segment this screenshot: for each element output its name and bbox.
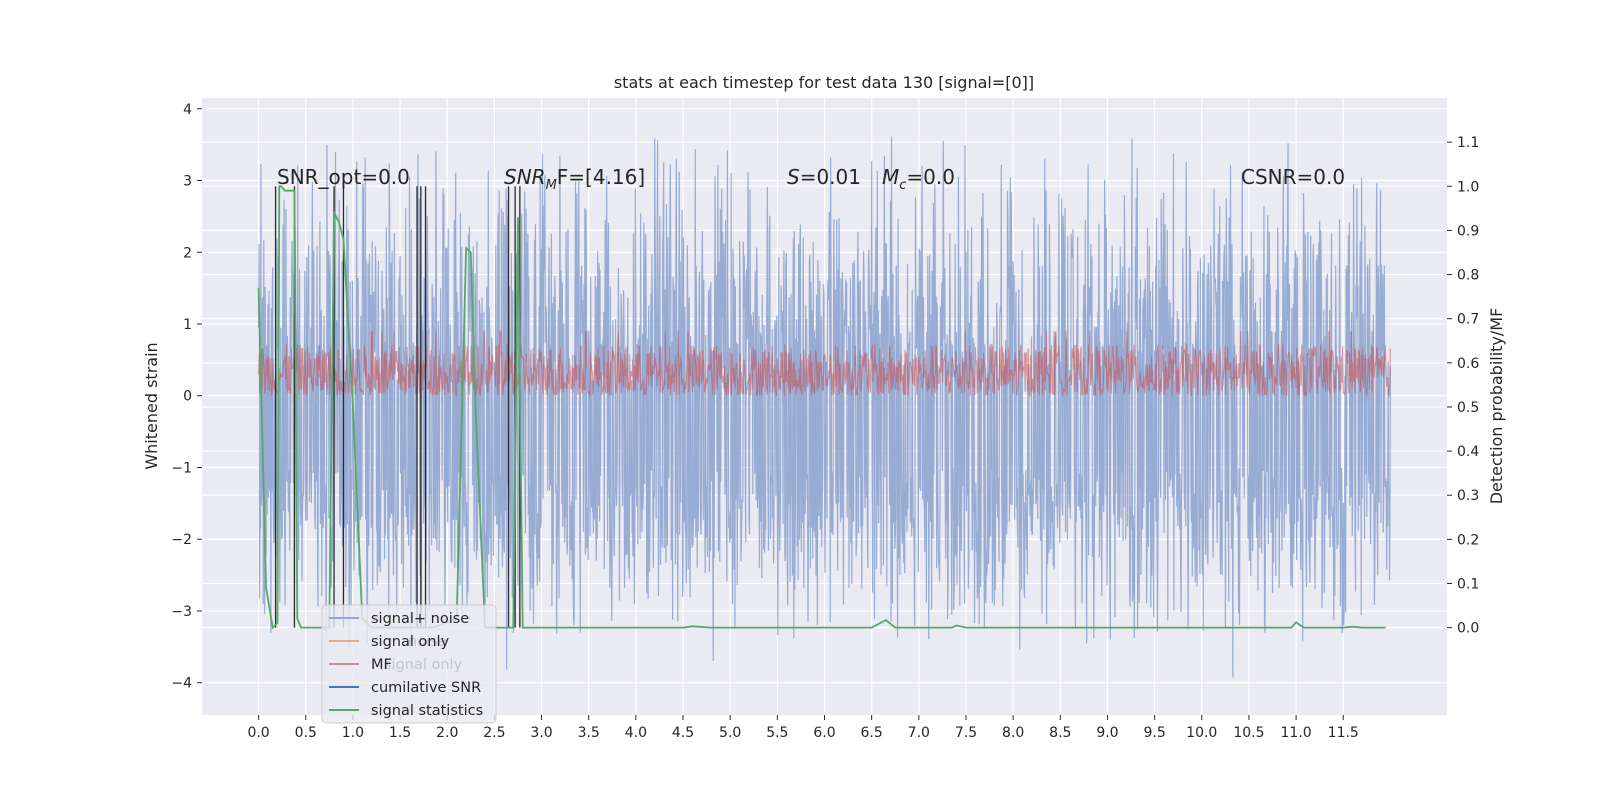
signal-plus-noise-series	[258, 136, 1391, 678]
legend-ghost-noise: noise	[408, 634, 447, 650]
y-left-tick-label-1: 1	[183, 317, 192, 333]
x-tick-label-5.0: 5.0	[719, 725, 741, 741]
y-right-tick-label-0.8: 0.8	[1457, 268, 1479, 284]
y-left-tick-label-2: 2	[183, 245, 192, 261]
legend-ghost-signal-only: signal only	[384, 657, 463, 673]
x-tick-label-6.5: 6.5	[861, 725, 883, 741]
x-tick-label-2.5: 2.5	[483, 725, 505, 741]
chart-title: stats at each timestep for test data 130…	[614, 73, 1034, 92]
legend-label-signal-only: signal only	[371, 634, 450, 650]
vertical-markers	[274, 186, 521, 628]
y-left-axis-ticks: 4 3 2 1 0 −1 −2 −3 −4	[171, 102, 202, 692]
annotation-mc-symbol: M	[882, 165, 899, 189]
x-tick-label-8.0: 8.0	[1002, 725, 1024, 741]
legend-label-cumilative-snr: cumilative SNR	[371, 680, 481, 696]
y-left-tick-label-−3: −3	[171, 604, 192, 620]
annotation-snr-mf-sub: M	[546, 178, 557, 193]
y-right-tick-label-0.5: 0.5	[1457, 400, 1479, 416]
x-tick-label-4.0: 4.0	[625, 725, 647, 741]
x-tick-label-7.5: 7.5	[955, 725, 977, 741]
legend-label-mf: MF	[371, 657, 392, 673]
y-left-tick-label-−2: −2	[171, 532, 192, 548]
legend-box	[321, 604, 497, 724]
x-tick-label-10.0: 10.0	[1186, 725, 1217, 741]
y-right-tick-label-0.6: 0.6	[1457, 356, 1479, 372]
signal-plus-noise-line	[258, 136, 1391, 678]
x-tick-label-7.0: 7.0	[908, 725, 930, 741]
legend-label-signal-plus-noise: signal+ noise	[371, 611, 469, 627]
y-right-tick-label-0.4: 0.4	[1457, 444, 1479, 460]
x-tick-label-1.0: 1.0	[342, 725, 364, 741]
x-tick-label-1.5: 1.5	[389, 725, 411, 741]
x-tick-label-11.5: 11.5	[1328, 725, 1359, 741]
y-left-tick-label-−4: −4	[171, 676, 192, 692]
x-tick-label-11.0: 11.0	[1281, 725, 1312, 741]
annotation-mc-sub: c	[899, 178, 906, 193]
x-tick-label-2.0: 2.0	[436, 725, 458, 741]
y-right-tick-label-0.0: 0.0	[1457, 621, 1479, 637]
y-left-axis-label: Whitened strain	[142, 342, 161, 469]
x-tick-label-8.5: 8.5	[1049, 725, 1071, 741]
y-left-tick-label-0: 0	[183, 389, 192, 405]
x-tick-label-0.5: 0.5	[295, 725, 317, 741]
y-right-tick-label-0.9: 0.9	[1457, 223, 1479, 239]
x-tick-label-3.0: 3.0	[530, 725, 552, 741]
x-tick-label-9.0: 9.0	[1096, 725, 1118, 741]
x-axis-ticks: 0.0 0.5 1.0 1.5 2.0 2.5 3.0 3.5 4.0 4.5 5.0 5.5 6.0 6…	[247, 715, 1359, 741]
y-right-tick-label-1.0: 1.0	[1457, 179, 1479, 195]
x-tick-label-9.5: 9.5	[1143, 725, 1165, 741]
x-tick-label-5.5: 5.5	[766, 725, 788, 741]
y-left-tick-label-4: 4	[183, 102, 192, 118]
x-tick-label-4.5: 4.5	[672, 725, 694, 741]
y-left-tick-label-3: 3	[183, 174, 192, 190]
annotation-snr-mf: SNRMF=[4.16]	[504, 165, 645, 193]
y-right-tick-label-0.1: 0.1	[1457, 576, 1479, 592]
y-right-tick-label-0.2: 0.2	[1457, 532, 1479, 548]
annotation-snr-opt: SNR_opt=0.0	[277, 165, 410, 189]
x-tick-label-3.5: 3.5	[578, 725, 600, 741]
mf-line	[258, 330, 1391, 398]
annotation-mc-value: =0.0	[906, 165, 955, 189]
x-tick-label-0.0: 0.0	[247, 725, 269, 741]
annotation-snr-mf-base: SNR	[504, 165, 546, 189]
mf-series	[258, 330, 1391, 398]
annotation-snr-mf-value: F=[4.16]	[557, 165, 645, 189]
y-right-axis-label: Detection probability/MF	[1487, 308, 1506, 505]
annotation-s: S=0.01	[787, 165, 861, 189]
annotation-s-value: =0.01	[800, 165, 861, 189]
annotation-mc: Mc=0.0	[882, 165, 955, 193]
y-right-tick-label-0.3: 0.3	[1457, 488, 1479, 504]
legend-label-signal-statistics: signal statistics	[371, 703, 483, 719]
y-right-axis-ticks: 1.1 1.0 0.9 0.8 0.7 0.6 0.5 0.4 0.3 0.2 0.1 0.0	[1447, 135, 1479, 637]
y-right-tick-label-0.7: 0.7	[1457, 312, 1479, 328]
x-tick-label-10.5: 10.5	[1233, 725, 1264, 741]
y-left-tick-label-−1: −1	[171, 460, 192, 476]
annotation-s-symbol: S	[787, 165, 800, 189]
y-right-tick-label-1.1: 1.1	[1457, 135, 1479, 151]
x-tick-label-6.0: 6.0	[813, 725, 835, 741]
legend: noise signal only signal+ noise signal o…	[321, 604, 497, 724]
annotation-csnr: CSNR=0.0	[1241, 165, 1345, 189]
